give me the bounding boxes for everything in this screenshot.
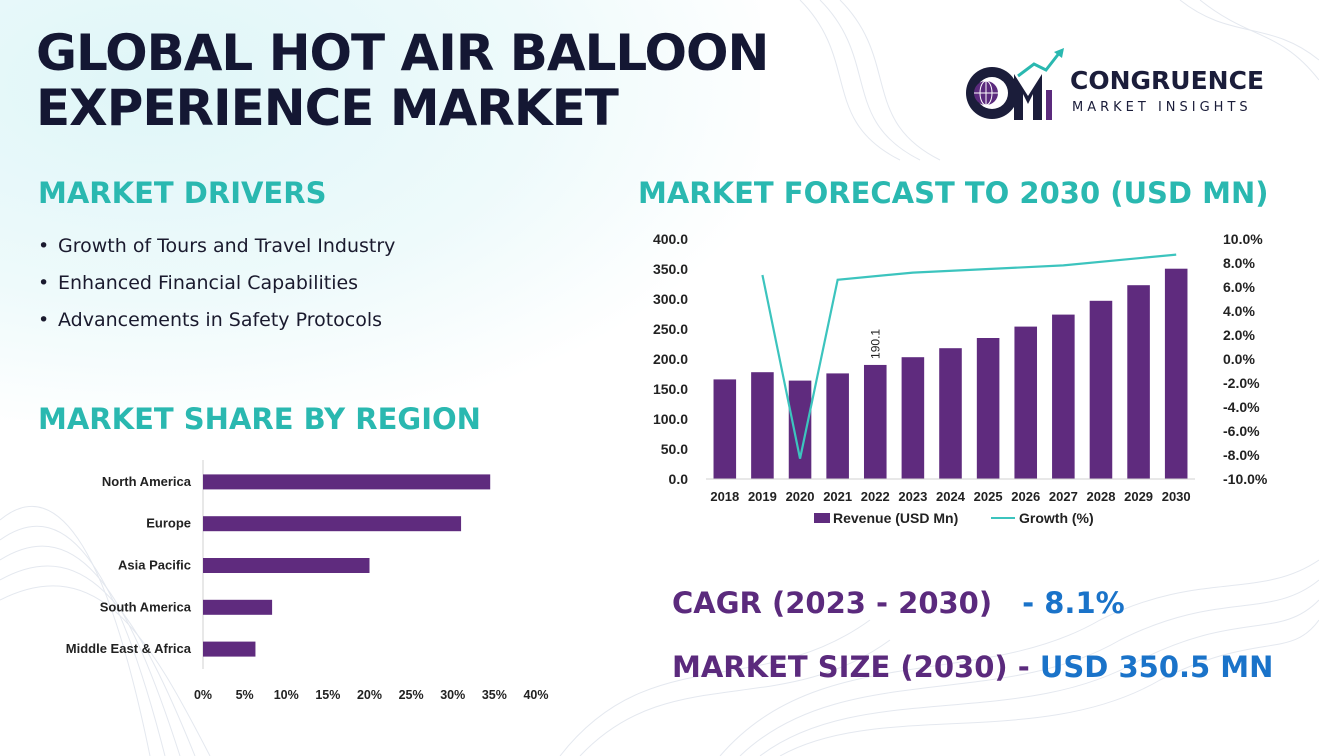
x-tick-label: 2018 [710,489,739,504]
x-tick-label: 40% [523,688,548,700]
cagr-kpi: CAGR (2023 - 2030) - 8.1% [672,586,1125,620]
forecast-heading: MARKET FORECAST TO 2030 (USD MN) [638,176,1269,210]
right-axis-tick-label: 4.0% [1223,303,1255,319]
drivers-list-item-text: Advancements in Safety Protocols [58,309,383,331]
cagr-label: CAGR (2023 - 2030) [672,586,993,620]
x-tick-label: 25% [399,688,424,700]
market-size-kpi: MARKET SIZE (2030) - USD 350.5 MN [672,650,1273,684]
region-bar [203,516,462,532]
right-axis-tick-label: -2.0% [1223,375,1260,391]
right-axis-tick-label: 8.0% [1223,255,1255,271]
region-bar [203,474,491,490]
bar-data-label: 190.1 [868,329,882,359]
revenue-bar [901,357,925,479]
forecast-chart: 0.0 50.0 100.0 150.0 200.0 250.0 300.0 350.0 400… [653,231,1268,526]
left-axis-tick-label: 200.0 [653,351,688,367]
drivers-list-item-text: Enhanced Financial Capabilities [58,272,359,294]
x-tick-label: 2024 [936,489,966,504]
x-tick-label: 20% [357,688,382,700]
left-axis-tick-label: 250.0 [653,321,688,337]
region-label: North America [102,474,192,489]
left-axis-tick-label: 50.0 [661,441,688,457]
region-bar [203,641,256,657]
right-axis-tick-label: -4.0% [1223,399,1260,415]
company-logo: CONGRUENCE MARKET INSIGHTS [962,48,1292,128]
x-tick-label: 2019 [748,489,777,504]
cagr-value: - 8.1% [1022,586,1125,620]
left-axis-tick-label: 150.0 [653,381,688,397]
drivers-list-item: • Advancements in Safety Protocols [38,309,383,331]
x-tick-label: 2029 [1124,489,1153,504]
page-title: GLOBAL HOT AIR BALLOON EXPERIENCE MARKET [36,24,769,137]
x-tick-label: 2020 [786,489,815,504]
revenue-bar [939,348,962,479]
revenue-bar [713,379,737,479]
x-tick-label: 2023 [898,489,927,504]
drivers-list-item: • Growth of Tours and Travel Industry [38,235,396,257]
logo-tagline: MARKET INSIGHTS [1072,100,1252,115]
region-label: Europe [146,516,191,531]
x-tick-label: 2022 [861,489,890,504]
x-tick-label: 10% [274,688,299,700]
logo-mark-icon [966,48,1064,120]
x-tick-label: 30% [440,688,465,700]
region-label: Asia Pacific [118,558,191,573]
revenue-bar [826,373,849,479]
legend-revenue-label: Revenue (USD Mn) [833,510,958,526]
page-title-line-2: EXPERIENCE MARKET [36,79,619,137]
region-bar [203,558,370,573]
revenue-bar [788,380,812,479]
left-axis-tick-label: 0.0 [669,471,689,487]
left-axis-tick-label: 400.0 [653,231,688,247]
left-axis-tick-label: 300.0 [653,291,688,307]
x-tick-label: 2021 [823,489,852,504]
x-tick-label: 15% [315,688,340,700]
right-axis-tick-label: -8.0% [1223,447,1260,463]
right-axis-tick-label: 0.0% [1223,351,1255,367]
drivers-list-item-text: Growth of Tours and Travel Industry [58,235,396,257]
revenue-bar [1089,300,1113,479]
revenue-bar [1014,326,1038,479]
x-tick-label: 35% [482,688,507,700]
revenue-bar [1164,268,1188,479]
revenue-bar [1052,314,1075,479]
x-tick-label: 2028 [1087,489,1116,504]
region-bar [203,599,273,615]
left-axis-tick-label: 100.0 [653,411,688,427]
right-axis-tick-label: 2.0% [1223,327,1255,343]
page-title-line-1: GLOBAL HOT AIR BALLOON [36,24,769,82]
x-tick-label: 2027 [1049,489,1078,504]
right-axis-tick-label: 10.0% [1223,231,1263,247]
market-size-label: MARKET SIZE (2030) - [672,650,1030,684]
revenue-bar [863,364,887,479]
right-axis-tick-label: -10.0% [1223,471,1268,487]
x-tick-label: 5% [236,688,254,700]
right-axis-tick-label: -6.0% [1223,423,1260,439]
region-heading: MARKET SHARE BY REGION [38,402,481,436]
left-axis-tick-label: 350.0 [653,261,688,277]
drivers-list-item: • Enhanced Financial Capabilities [38,272,359,294]
x-tick-label: 2026 [1011,489,1040,504]
drivers-list: • Growth of Tours and Travel Industry • En… [38,232,395,343]
region-share-chart: North America Europe Asia Pacific South Ame… [66,460,549,700]
right-axis-tick-label: 6.0% [1223,279,1255,295]
x-tick-label: 2030 [1162,489,1191,504]
logo-name: CONGRUENCE [1070,66,1265,95]
legend-growth-label: Growth (%) [1019,510,1094,526]
x-tick-label: 0% [194,688,212,700]
x-tick-label: 2025 [974,489,1003,504]
revenue-bar [1127,285,1150,479]
legend-revenue-swatch [814,513,830,523]
region-label: Middle East & Africa [66,641,192,656]
drivers-heading: MARKET DRIVERS [38,176,327,210]
revenue-bar [751,372,774,479]
growth-line [761,253,1177,459]
market-size-value: USD 350.5 MN [1039,650,1274,684]
region-label: South America [100,599,192,614]
background-glow [0,0,760,420]
revenue-bar [976,338,1000,479]
